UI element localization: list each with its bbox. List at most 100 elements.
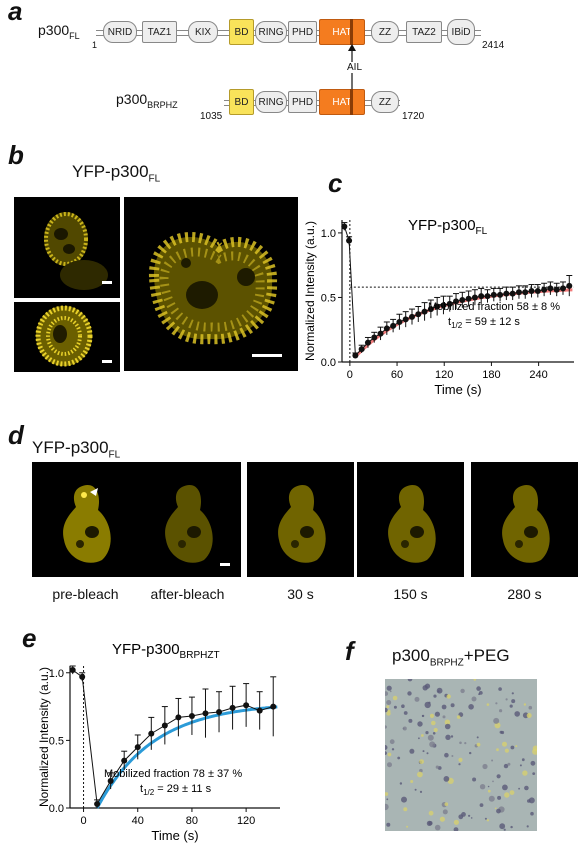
droplet <box>386 705 390 709</box>
data-point <box>434 303 441 310</box>
droplet <box>414 788 417 791</box>
droplet <box>444 719 451 725</box>
droplet <box>509 790 515 795</box>
data-point <box>121 757 128 764</box>
droplet <box>422 750 425 753</box>
droplet <box>419 768 423 773</box>
droplet <box>476 736 479 739</box>
droplet <box>386 685 392 691</box>
fl-start-number: 1 <box>92 40 98 50</box>
droplet <box>502 741 507 747</box>
droplet <box>471 696 477 702</box>
droplet <box>403 711 408 715</box>
panel-label-d: d <box>8 420 24 450</box>
x-tick-label: 0 <box>347 369 353 381</box>
x-tick-label: 180 <box>482 369 500 381</box>
droplet <box>387 752 392 757</box>
droplet <box>511 699 516 704</box>
data-point <box>534 288 541 294</box>
droplet <box>476 742 481 747</box>
droplet <box>494 807 497 810</box>
data-point <box>107 777 114 784</box>
droplet <box>521 758 525 762</box>
x-tick-label: 0 <box>80 815 86 827</box>
x-tick-label: 60 <box>391 369 403 381</box>
droplet <box>387 762 392 768</box>
data-point <box>478 293 485 300</box>
micrograph-f-droplets <box>385 679 537 831</box>
droplet <box>484 817 487 820</box>
droplet <box>524 785 529 791</box>
droplet <box>530 811 534 816</box>
droplet <box>518 787 520 790</box>
micrograph-b-bottom <box>14 302 120 372</box>
droplet <box>433 727 438 733</box>
data-point <box>396 318 403 325</box>
droplet <box>492 780 494 783</box>
domain-zz-fl: ZZ <box>371 21 399 43</box>
timelapse-frame <box>134 462 241 577</box>
domain-bd-brphz: BD <box>229 89 254 115</box>
x-tick-label: 240 <box>529 369 547 381</box>
droplet <box>386 700 392 705</box>
droplet <box>488 795 495 802</box>
droplet <box>397 756 401 760</box>
micrograph-b-top <box>14 197 120 298</box>
data-point <box>341 223 348 230</box>
y-tick-label: 0.5 <box>321 292 336 304</box>
droplet <box>459 741 462 745</box>
droplet <box>408 718 413 723</box>
timepoint-label: pre-bleach <box>52 586 119 602</box>
data-point <box>364 339 371 346</box>
droplet <box>486 819 490 822</box>
ail-label: AIL <box>346 62 364 73</box>
panel-label-e: e <box>22 623 37 653</box>
data-point <box>175 714 182 721</box>
droplet <box>429 741 436 748</box>
panel-b-title-sub: FL <box>148 173 161 185</box>
droplet <box>391 748 395 751</box>
droplet <box>532 772 536 775</box>
droplet <box>401 796 407 803</box>
droplet <box>468 814 471 817</box>
droplet <box>445 734 451 740</box>
droplet <box>523 703 527 706</box>
droplet <box>498 687 502 691</box>
droplet <box>421 734 424 737</box>
data-point <box>459 297 466 304</box>
panel-f-title-post: +PEG <box>463 646 510 665</box>
droplet <box>470 817 473 819</box>
droplet <box>499 730 503 734</box>
domain-ring-fl: RING <box>255 21 287 43</box>
p300-fl-label: p300FL <box>38 22 80 41</box>
half-time-text: t1/2 = 29 ± 11 s <box>140 783 212 797</box>
droplet <box>403 807 408 812</box>
x-tick-label: 120 <box>435 369 453 381</box>
droplet <box>387 709 391 713</box>
droplet <box>442 809 448 815</box>
x-axis-label: Time (s) <box>434 382 481 397</box>
droplet <box>426 820 432 826</box>
data-point <box>377 330 384 337</box>
droplet <box>495 702 498 705</box>
timepoint-label: 280 s <box>507 586 542 602</box>
droplet <box>522 770 528 776</box>
data-point <box>94 800 101 807</box>
data-point <box>559 285 566 292</box>
droplet <box>453 819 459 825</box>
droplet <box>436 687 443 694</box>
droplet <box>530 760 536 766</box>
droplet <box>428 701 431 704</box>
x-axis-label: Time (s) <box>151 828 198 843</box>
data-point <box>553 286 560 293</box>
data-point <box>188 713 195 720</box>
droplet <box>479 784 486 790</box>
ail-marker-brphz <box>350 89 353 115</box>
p300-brphz-sub: BRPHZ <box>147 99 178 110</box>
droplet <box>424 683 431 689</box>
droplet <box>451 755 454 757</box>
panel-label-c: c <box>328 168 343 198</box>
droplet <box>389 739 395 745</box>
droplet <box>487 789 491 793</box>
droplet <box>433 694 437 698</box>
